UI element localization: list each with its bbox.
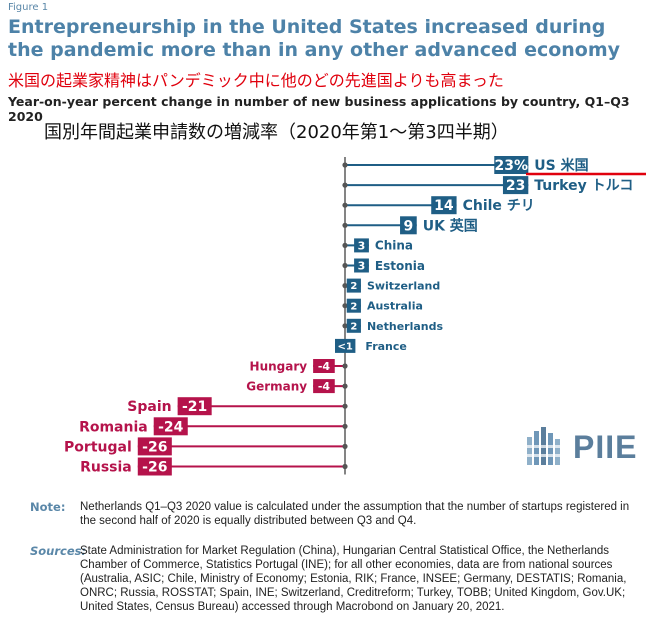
- value-label: 2: [350, 321, 357, 332]
- category-label: UK 英国: [423, 217, 478, 234]
- piie-logo-text: PIIE: [573, 429, 638, 465]
- chart-title: Entrepreneurship in the United States in…: [8, 16, 621, 61]
- category-label: China: [375, 239, 413, 253]
- value-label: <1: [338, 342, 353, 353]
- category-label: Romania: [79, 419, 148, 435]
- category-label: Netherlands: [367, 320, 444, 333]
- category-label: Hungary: [250, 359, 308, 373]
- axis-marker: [342, 162, 348, 168]
- value-label: -24: [158, 419, 184, 435]
- category-label: Germany: [246, 379, 307, 393]
- chart-subtitle-japanese: 国別年間起業申請数の増減率（2020年第1～第3四半期）: [44, 122, 509, 143]
- value-box: [153, 417, 188, 436]
- category-label: France: [365, 340, 406, 353]
- value-label: -26: [142, 460, 167, 476]
- value-label: -4: [318, 380, 331, 393]
- axis-marker: [342, 303, 348, 309]
- value-box: [313, 359, 335, 373]
- category-label: Australia: [367, 300, 423, 313]
- value-box: [346, 298, 361, 313]
- value-label: -26: [142, 439, 167, 455]
- value-box: [137, 437, 172, 456]
- note-text: Netherlands Q1–Q3 2020 value is calculat…: [80, 501, 630, 527]
- axis-marker: [342, 242, 348, 248]
- axis-marker: [342, 283, 348, 289]
- value-box: [502, 176, 529, 195]
- category-label: Portugal: [64, 439, 132, 455]
- value-label: 14: [434, 198, 454, 214]
- category-label: Turkey トルコ: [534, 178, 633, 194]
- piie-logo-icon: [525, 427, 563, 465]
- value-box: [354, 238, 369, 253]
- value-box: [313, 379, 335, 394]
- chart-subtitle: Year-on-year percent change in number of…: [8, 94, 630, 124]
- value-label: 9: [404, 218, 414, 234]
- value-label: 3: [358, 239, 366, 252]
- value-label: 23: [506, 178, 525, 194]
- axis-marker: [342, 222, 348, 228]
- value-box: [431, 196, 457, 215]
- piie-logo: PIIE: [525, 427, 645, 469]
- axis-marker: [342, 182, 348, 188]
- category-label: Russia: [80, 460, 132, 476]
- axis-marker: [342, 383, 348, 389]
- chart-title-japanese: 米国の起業家精神はパンデミック中に他のどの先進国よりも高まった: [8, 71, 504, 90]
- note-label: Note:: [30, 500, 66, 514]
- value-box: [354, 258, 369, 273]
- value-label: 2: [350, 281, 357, 292]
- axis-marker: [342, 463, 348, 470]
- value-box: [177, 397, 212, 416]
- value-label: -21: [182, 399, 207, 415]
- figure-label: Figure 1: [8, 2, 49, 13]
- value-box: [335, 338, 356, 353]
- category-label: US 米国: [534, 157, 588, 174]
- axis-marker: [342, 323, 348, 329]
- category-label: Estonia: [375, 259, 425, 273]
- value-label: 23%: [495, 158, 529, 174]
- axis-marker: [342, 403, 348, 409]
- axis-marker: [342, 443, 348, 449]
- value-box: [400, 216, 417, 235]
- value-box: [137, 457, 172, 476]
- value-box: [346, 318, 361, 333]
- category-label: Spain: [127, 399, 171, 415]
- value-label: 3: [358, 259, 366, 272]
- sources-label: Sources:: [30, 544, 87, 558]
- sources-text: State Administration for Market Regulati…: [80, 545, 627, 613]
- axis-marker: [342, 202, 348, 208]
- value-box: [346, 278, 361, 293]
- category-label: Switzerland: [367, 280, 440, 293]
- value-label: -4: [318, 360, 331, 373]
- axis-marker: [342, 363, 348, 369]
- value-label: 2: [350, 301, 357, 312]
- axis-marker: [342, 423, 348, 429]
- category-label: Chile チリ: [463, 198, 535, 214]
- axis-marker: [342, 262, 348, 269]
- value-box: [494, 156, 529, 174]
